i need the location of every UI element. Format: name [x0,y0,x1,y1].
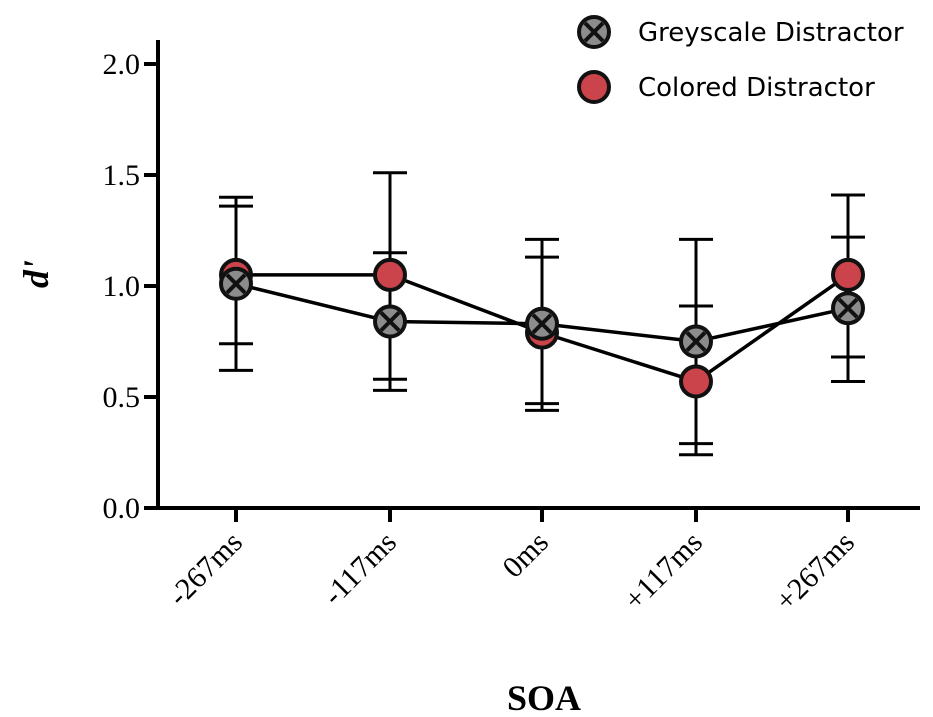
legend-item-greyscale: Greyscale Distractor [577,15,904,49]
data-point [219,266,253,301]
y-tick-label: 1.0 [103,270,141,303]
data-point [679,364,713,399]
x-tick-label: -267ms [162,526,249,613]
y-tick-label: 1.5 [103,159,141,192]
legend: Greyscale Distractor Colored Distractor [577,15,904,104]
x-tick-label: -117ms [317,526,403,612]
marker-cross [379,311,401,332]
y-tick-label: 0.5 [103,381,141,414]
legend-item-colored: Colored Distractor [577,70,875,104]
data-point [831,291,865,326]
marker-circle [577,70,611,104]
series-layer [219,171,865,457]
marker-circle [831,257,865,292]
marker-cross [837,297,859,319]
x-tick-label: 0ms [496,526,555,585]
data-point [831,257,865,292]
axes: 0.0 0.5 1.0 1.5 2.0 -267ms -117ms 0ms +117ms +267… [103,40,920,618]
marker-cross [583,21,605,43]
marker-circle [679,364,713,399]
marker-cross [685,331,707,352]
marker-circle [373,257,407,292]
x-tick-label: +117ms [618,526,709,617]
x-axis-title: SOA [507,678,581,717]
legend-marker [577,70,611,104]
data-point [373,257,407,292]
marker-cross [225,273,247,295]
y-tick-label: 2.0 [103,48,141,81]
data-point [525,306,559,341]
y-axis-title: d' [16,260,56,288]
legend-marker [577,15,611,49]
legend-label: Greyscale Distractor [638,18,904,48]
legend-label: Colored Distractor [638,73,875,103]
data-point [679,324,713,359]
x-tick-label: +267ms [769,526,861,618]
data-point [373,304,407,339]
marker-cross [531,313,553,335]
markers-greyscale [219,266,865,359]
y-tick-label: 0.0 [103,492,141,525]
